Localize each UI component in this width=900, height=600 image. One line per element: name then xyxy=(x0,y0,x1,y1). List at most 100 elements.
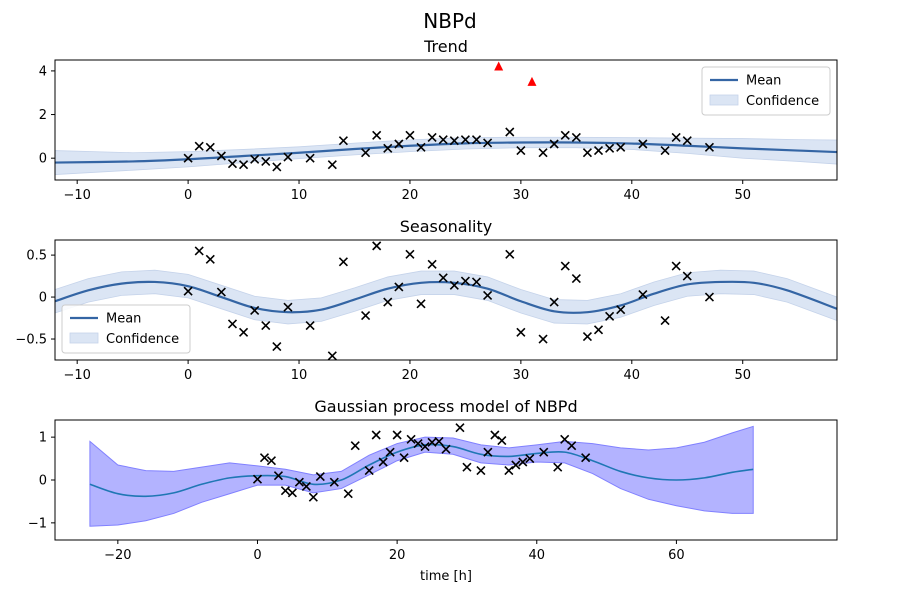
data-point xyxy=(405,249,415,259)
data-point xyxy=(350,441,360,451)
data-point xyxy=(205,142,215,152)
data-point-stroke xyxy=(582,148,592,158)
data-point xyxy=(205,254,215,264)
data-point xyxy=(593,145,604,156)
x-tick-label: 60 xyxy=(668,548,685,563)
data-point-stroke xyxy=(538,334,548,344)
data-point-stroke xyxy=(378,457,388,467)
data-point xyxy=(516,145,526,156)
data-point-stroke xyxy=(553,462,563,472)
data-point xyxy=(505,127,515,137)
data-point xyxy=(416,142,426,152)
data-point-stroke xyxy=(383,297,393,307)
data-point-stroke xyxy=(361,310,371,321)
data-point-stroke xyxy=(571,132,581,143)
panel-title: Gaussian process model of NBPd xyxy=(314,397,577,416)
data-point-stroke xyxy=(549,139,559,149)
data-point-stroke xyxy=(371,430,381,440)
data-point-stroke xyxy=(327,351,337,360)
data-point-stroke xyxy=(581,453,591,463)
data-point-stroke xyxy=(682,271,692,281)
data-point-stroke xyxy=(525,454,535,464)
y-tick-label: 0 xyxy=(39,291,47,306)
data-point-stroke xyxy=(416,299,426,309)
data-point-stroke xyxy=(205,254,215,264)
data-point-stroke xyxy=(205,142,215,152)
data-point-stroke xyxy=(350,441,360,451)
data-point xyxy=(216,287,226,297)
data-point-stroke xyxy=(449,136,459,146)
data-point-stroke xyxy=(405,130,415,140)
data-point xyxy=(294,477,304,487)
data-point-stroke xyxy=(660,145,670,156)
y-tick-label: 0 xyxy=(39,474,47,489)
data-point-stroke xyxy=(593,325,604,335)
x-tick-label: 0 xyxy=(253,548,261,563)
data-point xyxy=(671,261,681,271)
data-point-stroke xyxy=(511,460,521,470)
data-point xyxy=(427,259,437,269)
data-point-stroke xyxy=(582,331,592,342)
data-point xyxy=(301,481,311,491)
data-point-stroke xyxy=(361,148,371,158)
outlier-point xyxy=(494,61,504,71)
data-point xyxy=(505,249,515,259)
data-point-stroke xyxy=(383,143,393,153)
data-point-stroke xyxy=(560,130,570,140)
data-point xyxy=(183,286,193,296)
data-point-stroke xyxy=(427,437,437,447)
x-tick-label: 50 xyxy=(734,368,751,383)
data-point-stroke xyxy=(638,139,648,149)
data-point xyxy=(329,477,339,487)
data-point-stroke xyxy=(460,276,470,286)
data-point xyxy=(378,457,388,467)
data-point xyxy=(516,327,526,337)
data-point-stroke xyxy=(272,342,282,352)
data-point-stroke xyxy=(518,457,528,467)
legend: Mean Confidence xyxy=(701,66,831,116)
data-point xyxy=(272,342,282,352)
data-point-stroke xyxy=(516,145,526,156)
data-point xyxy=(239,327,249,337)
data-point xyxy=(462,462,472,472)
data-point xyxy=(405,130,415,140)
data-point xyxy=(183,153,193,163)
data-point-stroke xyxy=(385,447,395,457)
data-point xyxy=(682,136,692,146)
data-point-stroke xyxy=(441,444,451,454)
data-point-stroke xyxy=(483,447,493,457)
data-point xyxy=(571,132,581,143)
legend-mean-label: Mean xyxy=(746,74,781,89)
data-point-stroke xyxy=(183,153,193,163)
x-tick-label: −20 xyxy=(104,548,131,563)
data-point-stroke xyxy=(462,462,472,472)
data-point xyxy=(273,471,283,481)
data-point-stroke xyxy=(616,142,626,152)
legend-confidence-label: Confidence xyxy=(106,332,179,347)
y-tick-label: −0.5 xyxy=(15,333,47,348)
data-point-stroke xyxy=(476,466,486,476)
mean-line xyxy=(55,141,837,164)
data-point-stroke xyxy=(671,132,681,143)
x-tick-label: 20 xyxy=(402,188,419,203)
outlier-point xyxy=(527,76,537,86)
x-tick-label: 50 xyxy=(734,188,751,203)
plot-area xyxy=(55,241,837,360)
data-point xyxy=(239,160,249,170)
x-tick-label: 20 xyxy=(389,548,406,563)
data-point-stroke xyxy=(183,286,193,296)
x-tick-label: 20 xyxy=(402,368,419,383)
x-tick-label: 40 xyxy=(624,188,641,203)
data-point-stroke xyxy=(455,423,465,433)
data-point-stroke xyxy=(483,290,493,300)
data-point-stroke xyxy=(416,142,426,152)
data-point xyxy=(364,466,374,476)
data-point-stroke xyxy=(593,145,604,156)
legend-mean-label: Mean xyxy=(106,312,141,327)
data-point-stroke xyxy=(539,447,549,457)
data-point xyxy=(525,454,535,464)
data-point xyxy=(394,139,404,149)
data-point-stroke xyxy=(567,441,577,451)
data-point xyxy=(660,145,670,156)
